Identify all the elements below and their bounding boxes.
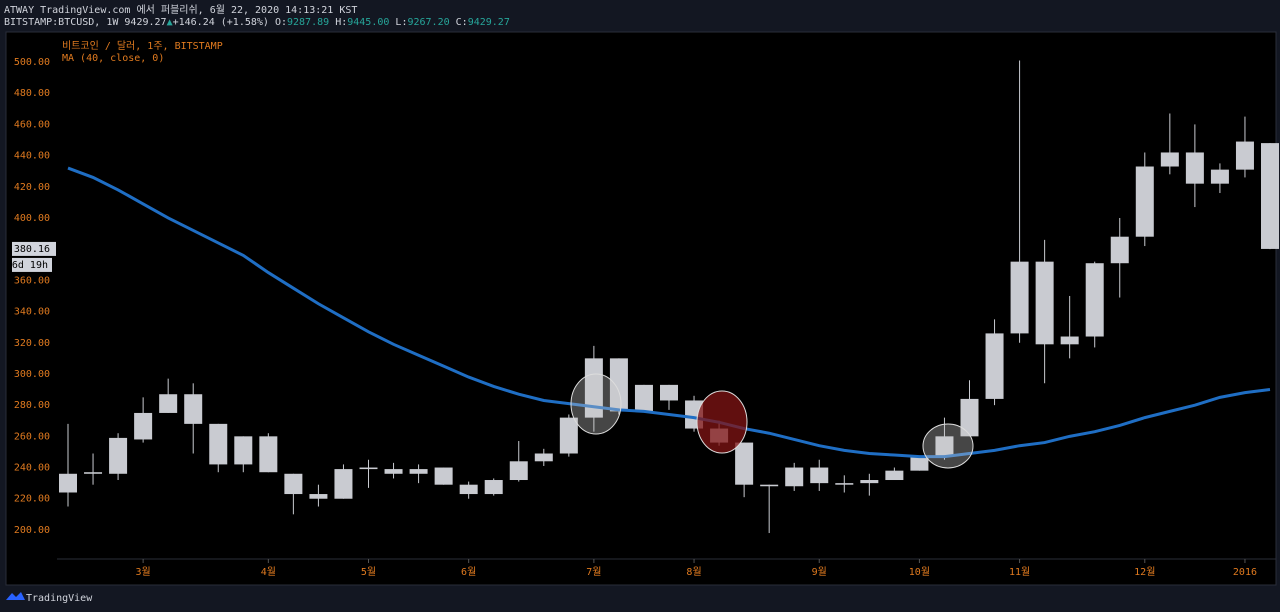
candle-body — [509, 461, 528, 481]
candle-body — [1110, 236, 1129, 264]
header-symbol: BITSTAMP:BTCUSD, 1W 9429.27▲+146.24 (+1.… — [4, 17, 510, 28]
chart-title: 비트코인 / 달러, 1주, BITSTAMP — [62, 40, 223, 52]
candle-body — [359, 467, 378, 470]
header-bg — [0, 0, 1280, 32]
candle-body — [609, 358, 628, 412]
candle-body — [785, 467, 804, 487]
x-tick-label: 9월 — [812, 566, 827, 578]
header-line: ATWAY TradingView.com 에서 퍼블리쉬, 6월 22, 20… — [4, 4, 357, 16]
candle-body — [985, 333, 1004, 399]
candle-body — [960, 398, 979, 437]
candle-body — [1010, 261, 1029, 334]
candle-body — [534, 453, 553, 462]
y-tick-label: 260.00 — [14, 431, 50, 442]
y-tick-label: 320.00 — [14, 338, 50, 349]
candle-body — [760, 484, 779, 487]
candle-body — [384, 469, 403, 474]
x-tick-label: 7월 — [586, 566, 601, 578]
candle-body — [109, 437, 128, 474]
y-tick-label: 420.00 — [14, 182, 50, 193]
candle-body — [1235, 141, 1254, 170]
y-tick-label: 440.00 — [14, 151, 50, 162]
candle-body — [1185, 152, 1204, 184]
x-tick-label: 10월 — [909, 566, 930, 578]
highlight-circle — [922, 423, 974, 469]
x-tick-label: 11월 — [1009, 566, 1030, 578]
candle-body — [1261, 143, 1279, 249]
y-tick-label: 460.00 — [14, 119, 50, 130]
legend-entry: MA (40, close, 0) — [62, 53, 164, 64]
candle-body — [434, 467, 453, 485]
candle-body — [559, 417, 578, 454]
x-tick-label: 6월 — [461, 566, 476, 578]
candle-body — [459, 484, 478, 495]
candle-body — [860, 480, 879, 484]
y-tick-label: 220.00 — [14, 494, 50, 505]
plot: 200.00 220.00 240.00 260.00 280.00 300.00 320.… — [14, 57, 1279, 578]
x-tick-label: 5월 — [361, 566, 376, 578]
candle-body — [810, 467, 829, 484]
y-tick-label: 360.00 — [14, 275, 50, 286]
candle-body — [84, 472, 103, 474]
price-label: 380.16 — [14, 244, 50, 255]
highlight-circle — [570, 373, 622, 435]
x-tick-label: 12월 — [1134, 566, 1155, 578]
candle-body — [409, 469, 428, 474]
candle-body — [234, 436, 253, 465]
candle-body — [284, 473, 303, 495]
candle-body — [1160, 152, 1179, 167]
ma-line — [67, 166, 1271, 459]
y-tick-label: 400.00 — [14, 213, 50, 224]
candle-body — [735, 442, 754, 485]
candle-body — [1035, 261, 1054, 345]
candle-body — [334, 469, 353, 499]
candle-body — [885, 470, 904, 481]
highlight-circle — [696, 390, 748, 454]
logo — [6, 592, 25, 600]
x-tick-label: 8월 — [686, 566, 701, 578]
x-tick-label: 2016 — [1233, 567, 1257, 578]
footer-brand: TradingView — [26, 593, 93, 604]
candle-body — [1060, 336, 1079, 345]
candle-body — [634, 384, 653, 412]
candle-body — [910, 456, 929, 471]
y-tick-label: 480.00 — [14, 88, 50, 99]
candle-body — [935, 436, 954, 457]
y-tick-label: 200.00 — [14, 525, 50, 536]
candle-body — [309, 494, 328, 499]
candle-body — [259, 436, 278, 473]
candle-body — [835, 483, 854, 485]
y-tick-label: 340.00 — [14, 307, 50, 318]
chart-pane — [5, 31, 1277, 586]
y-tick-label: 300.00 — [14, 369, 50, 380]
candle-body — [1210, 169, 1229, 184]
x-tick-label: 3월 — [136, 566, 151, 578]
candle-body — [1135, 166, 1154, 237]
y-tick-label: 500.00 — [14, 57, 50, 68]
y-tick-label: 280.00 — [14, 400, 50, 411]
candle-body — [484, 480, 503, 495]
candle-body — [584, 358, 603, 418]
countdown-bg — [12, 257, 52, 272]
y-tick-label: 240.00 — [14, 463, 50, 474]
candle-body — [134, 412, 153, 440]
price-label-bg — [12, 241, 56, 256]
countdown-label: 6d 19h — [12, 260, 48, 271]
candle-body — [59, 473, 77, 493]
candle-body — [1085, 263, 1104, 337]
candle-body — [660, 384, 678, 401]
x-tick-label: 4월 — [261, 566, 276, 578]
candle-body — [184, 394, 203, 424]
candle-body — [159, 394, 178, 413]
candle-body — [209, 423, 228, 465]
